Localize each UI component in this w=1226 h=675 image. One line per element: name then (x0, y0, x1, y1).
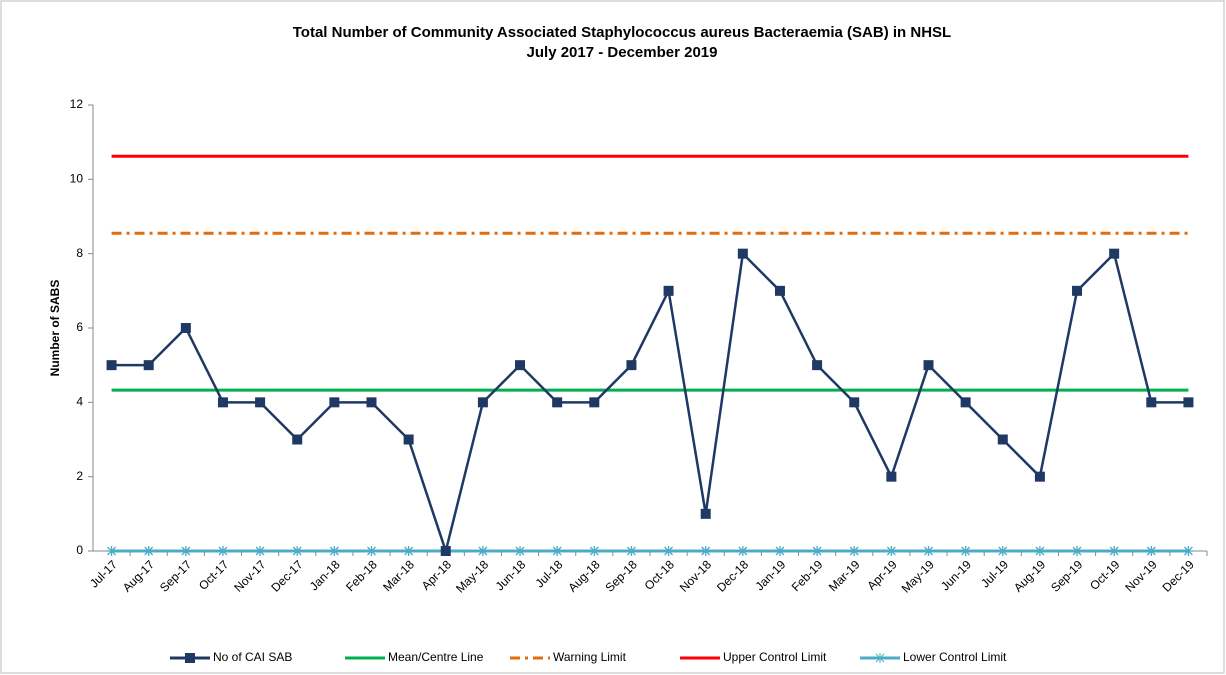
marker (774, 285, 785, 296)
legend-label: Mean/Centre Line (388, 650, 484, 664)
marker (1072, 546, 1083, 556)
legend-label: Warning Limit (553, 650, 627, 664)
marker (329, 397, 340, 408)
y-tick-label: 6 (76, 320, 83, 334)
y-tick-label: 4 (76, 395, 83, 409)
legend-marker (185, 653, 195, 663)
y-tick-label: 10 (70, 172, 84, 186)
marker (255, 397, 266, 408)
marker (663, 285, 674, 296)
marker (106, 360, 117, 371)
marker (403, 546, 414, 556)
y-tick-label: 0 (76, 543, 83, 557)
marker (217, 546, 228, 556)
marker (1146, 546, 1157, 556)
marker (1109, 546, 1120, 556)
marker (552, 546, 563, 556)
marker (737, 546, 748, 556)
marker (366, 546, 377, 556)
marker (143, 546, 154, 556)
marker (1034, 546, 1045, 556)
marker (923, 546, 934, 556)
marker (886, 471, 897, 482)
marker (849, 546, 860, 556)
marker (329, 546, 340, 556)
marker (812, 360, 823, 371)
y-axis-label: Number of SABS (48, 280, 62, 377)
marker (255, 546, 266, 556)
marker (737, 248, 748, 259)
marker (626, 546, 637, 556)
marker (143, 360, 154, 371)
marker (663, 546, 674, 556)
marker (515, 360, 526, 371)
marker (960, 546, 971, 556)
marker (589, 546, 600, 556)
marker (849, 397, 860, 408)
legend-label: Upper Control Limit (723, 650, 827, 664)
y-tick-label: 12 (70, 97, 84, 111)
legend-label: No of CAI SAB (213, 650, 292, 664)
marker (1109, 248, 1120, 259)
marker (515, 546, 526, 556)
marker (1146, 397, 1157, 408)
y-tick-label: 8 (76, 246, 83, 260)
legend-label: Lower Control Limit (903, 650, 1007, 664)
marker (923, 360, 934, 371)
marker (477, 546, 488, 556)
chart-subtitle: July 2017 - December 2019 (527, 44, 718, 61)
marker (180, 323, 191, 333)
marker (700, 508, 711, 519)
marker (180, 546, 191, 556)
marker (552, 397, 563, 408)
marker (960, 397, 971, 408)
marker (292, 546, 303, 556)
marker (997, 546, 1008, 556)
marker (106, 546, 117, 556)
marker (217, 397, 228, 408)
marker (1183, 546, 1194, 556)
marker (1034, 471, 1045, 482)
marker (440, 546, 451, 556)
marker (812, 546, 823, 556)
series-line (111, 251, 1189, 556)
marker (1072, 285, 1083, 296)
marker (626, 360, 637, 371)
marker (997, 434, 1008, 445)
chart-title: Total Number of Community Associated Sta… (293, 24, 951, 41)
legend-marker (875, 653, 885, 663)
marker (1183, 397, 1194, 408)
marker (589, 397, 600, 408)
marker (700, 546, 711, 556)
marker (477, 397, 488, 408)
marker (886, 546, 897, 556)
marker (774, 546, 785, 556)
marker (403, 434, 414, 445)
y-tick-label: 2 (76, 469, 83, 483)
marker (366, 397, 377, 408)
marker (292, 434, 303, 445)
